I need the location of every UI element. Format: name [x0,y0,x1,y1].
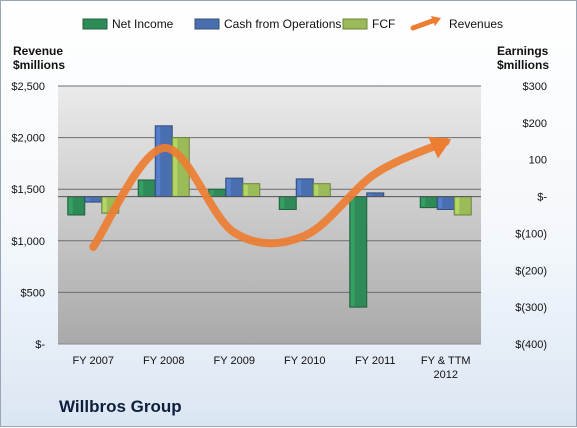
bar-highlight [351,198,355,307]
left-tick-label: $1,000 [11,236,45,248]
right-tick-label: 100 [529,155,547,167]
right-axis-ticks: $(400) $(300) $(200) $(100) $- 100 $200 $300 [515,81,547,351]
left-tick-label: $2,500 [11,81,45,93]
bar-highlight [368,194,372,196]
right-tick-label: $(400) [515,339,547,351]
right-tick-label: $300 [523,81,547,93]
bar-highlight [227,179,231,195]
x-tick-label: FY 2007 [73,355,114,367]
left-tick-label: $2,000 [11,133,45,145]
legend-label-fcf: FCF [372,17,395,31]
legend-label-cash-from-operations: Cash from Operations [224,17,341,31]
bar-highlight [455,198,459,214]
bar-highlight [69,198,73,214]
left-axis-ticks: $- $500 $1,000 $1,500 $2,000 $2,500 [11,81,45,351]
right-axis-title: $millions [497,58,549,72]
left-axis-title: $millions [13,58,65,72]
right-tick-label: $(100) [515,228,547,240]
x-tick-label: FY 2010 [284,355,325,367]
bar-highlight [438,198,442,209]
bar-highlight [86,198,90,202]
plot-area [58,86,481,344]
bar-highlight [244,185,248,196]
bar-highlight [139,181,143,196]
x-axis-ticks: FY 2007 FY 2008 FY 2009 FY 2010 FY 2011 FY & … [73,355,471,381]
left-tick-label: $1,500 [11,184,45,196]
legend: Net Income Cash from Operations FCF Revenue… [83,16,503,31]
right-axis-title: Earnings [497,44,549,58]
right-tick-label: $(300) [515,302,547,314]
bar-highlight [210,190,214,195]
bar-highlight [421,198,425,207]
x-tick-label: FY 2009 [214,355,255,367]
legend-swatch-revenues [413,20,435,28]
company-title: Willbros Group [59,397,182,417]
left-axis-title: Revenue [13,44,63,58]
legend-swatch-net-income [83,19,107,29]
legend-label-net-income: Net Income [112,17,174,31]
right-tick-label: $200 [523,118,547,130]
right-tick-label: $- [537,192,547,204]
legend-label-revenues: Revenues [449,17,503,31]
x-tick-label: FY 2008 [143,355,184,367]
bar-highlight [103,198,107,213]
left-tick-label: $500 [21,287,45,299]
bar-highlight [156,127,160,196]
left-tick-label: $- [35,339,45,351]
x-tick-label: 2012 [434,369,458,381]
bar-highlight [280,198,284,209]
x-tick-label: FY 2011 [355,355,396,367]
bar-highlight [314,185,318,196]
legend-swatch-fcf [343,19,367,29]
bar-highlight [297,180,301,196]
legend-swatch-cash-from-operations [195,19,219,29]
right-tick-label: $(200) [515,265,547,277]
x-tick-label: FY & TTM [421,355,471,367]
